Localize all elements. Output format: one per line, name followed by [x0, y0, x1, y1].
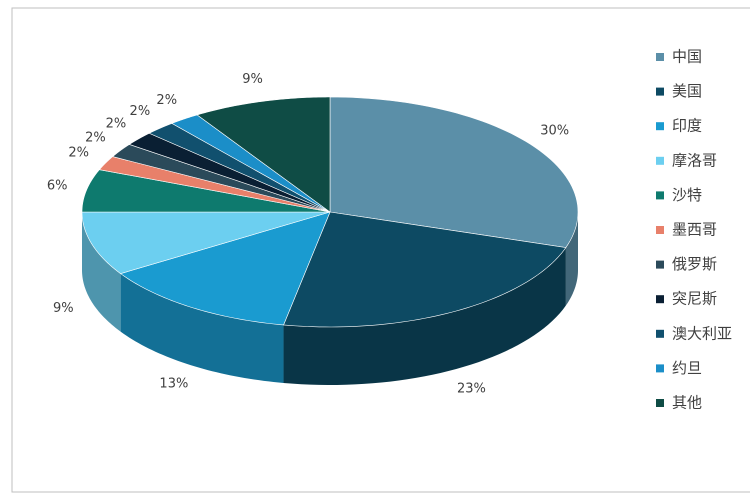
data-label: 13%	[159, 377, 188, 392]
data-label: 9%	[53, 301, 74, 316]
legend-swatch	[656, 364, 664, 373]
chart-frame	[11, 7, 750, 493]
legend-label: 约旦	[672, 359, 702, 377]
legend-swatch	[656, 226, 664, 234]
pie-slice	[119, 211, 331, 326]
pie-side	[120, 273, 284, 383]
legend-swatch	[656, 87, 664, 96]
data-label: 2%	[156, 93, 177, 108]
legend-label: 俄罗斯	[672, 255, 717, 273]
legend-swatch	[656, 53, 664, 61]
legend-label: 印度	[672, 117, 702, 135]
data-label: 2%	[68, 146, 89, 161]
legend-swatch	[656, 329, 664, 338]
legend-swatch	[656, 191, 664, 200]
pie-slice	[148, 123, 331, 213]
data-label: 30%	[540, 123, 569, 138]
data-label: 6%	[47, 179, 68, 194]
pie-slice	[112, 144, 331, 213]
legend-swatch	[656, 399, 664, 407]
pie-slice	[81, 211, 331, 274]
legend-swatch	[656, 122, 664, 131]
pie-slice	[81, 169, 331, 213]
pie-side	[283, 247, 566, 385]
pie-slice	[283, 211, 567, 328]
legend-label: 突尼斯	[672, 290, 717, 308]
legend-swatch	[656, 260, 664, 269]
pie-slice	[98, 156, 331, 213]
pie-slice	[329, 96, 579, 248]
pie-slice	[171, 114, 331, 213]
data-label: 9%	[242, 72, 263, 87]
pie-slice	[128, 132, 331, 213]
legend-label: 美国	[672, 82, 702, 100]
legend-label: 中国	[672, 48, 702, 66]
legend-label: 摩洛哥	[672, 151, 717, 169]
legend-swatch	[656, 156, 664, 165]
legend-label: 墨西哥	[672, 221, 717, 239]
data-label: 2%	[85, 131, 106, 146]
legend-label: 其他	[672, 394, 702, 412]
pie-slice	[196, 96, 331, 213]
pie-side	[565, 212, 578, 306]
legend-label: 沙特	[672, 186, 702, 204]
data-label: 2%	[106, 117, 127, 132]
data-label: 23%	[457, 381, 486, 396]
legend-label: 澳大利亚	[672, 324, 732, 342]
pie-side	[82, 212, 121, 332]
legend-swatch	[656, 295, 664, 304]
data-label: 2%	[130, 104, 151, 119]
